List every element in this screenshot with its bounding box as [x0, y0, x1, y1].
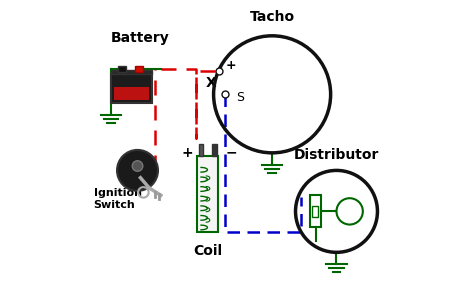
Circle shape — [117, 150, 158, 191]
Bar — [198, 156, 218, 232]
Bar — [312, 206, 319, 217]
Bar — [310, 195, 321, 228]
Bar — [212, 144, 217, 156]
Text: Coil: Coil — [193, 244, 222, 258]
Bar — [114, 87, 149, 100]
Text: S: S — [236, 91, 244, 104]
Bar — [111, 74, 152, 103]
Text: Tacho: Tacho — [249, 10, 295, 24]
Text: −: − — [225, 146, 237, 160]
Bar — [199, 144, 203, 156]
Bar — [118, 66, 126, 72]
Text: Ignition
Switch: Ignition Switch — [94, 188, 142, 210]
Bar — [111, 70, 152, 74]
Text: Battery: Battery — [111, 31, 170, 45]
Text: X: X — [205, 76, 216, 90]
Text: +: + — [182, 146, 193, 160]
Circle shape — [132, 161, 143, 171]
Text: +: + — [226, 59, 237, 71]
Text: Distributor: Distributor — [294, 148, 379, 162]
Bar — [135, 66, 143, 72]
